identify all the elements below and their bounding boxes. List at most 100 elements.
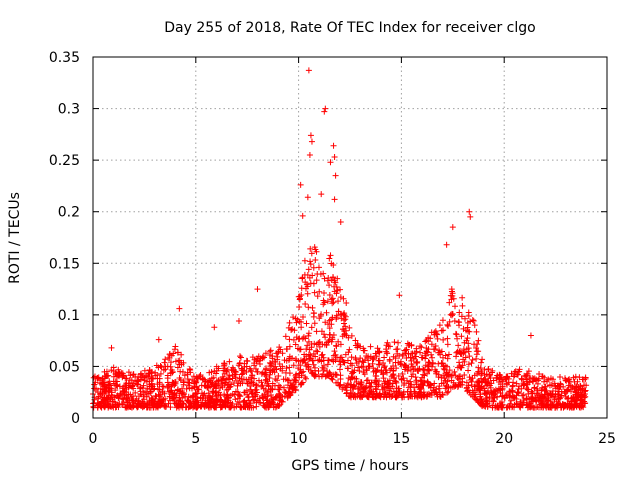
- data-point: [114, 383, 121, 390]
- data-point: [101, 382, 108, 389]
- data-point: [436, 347, 443, 354]
- data-point: [529, 395, 536, 402]
- data-point: [420, 371, 427, 378]
- data-point: [557, 404, 564, 411]
- data-point: [358, 363, 365, 370]
- data-point: [418, 385, 425, 392]
- data-point: [286, 336, 293, 343]
- x-axis-label: GPS time / hours: [291, 458, 408, 474]
- data-point: [165, 354, 172, 361]
- data-point: [439, 317, 446, 324]
- data-point: [567, 402, 574, 409]
- data-point: [456, 322, 463, 329]
- data-point: [249, 372, 256, 379]
- data-point: [451, 303, 458, 310]
- data-point: [268, 397, 275, 404]
- data-point: [360, 345, 367, 352]
- data-point: [208, 381, 215, 388]
- data-point: [94, 402, 101, 409]
- data-point: [494, 393, 501, 400]
- data-point: [176, 305, 183, 312]
- data-point: [246, 404, 253, 411]
- data-point: [547, 404, 554, 411]
- data-point: [266, 351, 273, 358]
- data-point: [525, 368, 532, 375]
- data-point: [490, 389, 497, 396]
- data-point: [140, 374, 147, 381]
- data-point: [477, 391, 484, 398]
- data-point: [466, 389, 473, 396]
- data-point: [413, 378, 420, 385]
- data-point: [143, 404, 150, 411]
- data-point: [331, 288, 338, 295]
- data-point: [313, 277, 320, 284]
- data-point: [105, 387, 112, 394]
- data-point: [374, 345, 381, 352]
- data-point: [287, 392, 294, 399]
- data-point: [545, 392, 552, 399]
- data-point: [274, 377, 281, 384]
- data-point: [243, 357, 250, 364]
- data-point: [303, 346, 310, 353]
- data-point: [275, 348, 282, 355]
- data-point: [326, 325, 333, 332]
- data-point: [269, 355, 276, 362]
- data-point: [309, 304, 316, 311]
- data-point: [427, 335, 434, 342]
- data-point: [407, 390, 414, 397]
- data-point: [421, 367, 428, 374]
- data-point: [318, 352, 325, 359]
- data-point: [442, 385, 449, 392]
- data-point: [408, 361, 415, 368]
- data-point: [140, 403, 147, 410]
- data-point: [575, 394, 582, 401]
- data-point: [447, 292, 454, 299]
- data-point: [179, 404, 186, 411]
- data-point: [294, 345, 301, 352]
- data-point: [280, 376, 287, 383]
- data-point: [361, 356, 368, 363]
- data-point: [330, 142, 337, 149]
- data-point: [354, 385, 361, 392]
- data-point: [582, 374, 589, 381]
- y-tick-label: 0.15: [49, 256, 80, 272]
- data-point: [324, 277, 331, 284]
- data-point: [459, 362, 466, 369]
- data-point: [404, 377, 411, 384]
- data-point: [493, 375, 500, 382]
- data-point: [154, 375, 161, 382]
- data-point: [362, 385, 369, 392]
- data-point: [211, 383, 218, 390]
- data-point: [469, 375, 476, 382]
- data-point: [340, 311, 347, 318]
- data-point: [479, 403, 486, 410]
- data-point: [241, 389, 248, 396]
- data-point: [476, 368, 483, 375]
- data-point: [267, 347, 274, 354]
- data-point: [288, 327, 295, 334]
- data-point: [425, 366, 432, 373]
- data-point: [180, 381, 187, 388]
- ticks: [92, 56, 608, 419]
- data-point: [438, 360, 445, 367]
- data-point: [109, 403, 116, 410]
- data-point: [528, 388, 535, 395]
- data-point: [279, 350, 286, 357]
- data-point: [574, 378, 581, 385]
- data-point: [206, 369, 213, 376]
- data-point: [544, 391, 551, 398]
- data-point: [258, 383, 265, 390]
- data-point: [341, 327, 348, 334]
- y-tick-label: 0.3: [58, 102, 80, 118]
- data-point: [398, 376, 405, 383]
- data-point: [523, 395, 530, 402]
- data-point: [556, 395, 563, 402]
- data-point: [492, 404, 499, 411]
- data-point: [183, 385, 190, 392]
- data-point: [465, 340, 472, 347]
- data-point: [533, 398, 540, 405]
- data-point: [530, 376, 537, 383]
- data-point: [350, 393, 357, 400]
- data-point: [101, 402, 108, 409]
- data-point: [453, 331, 460, 338]
